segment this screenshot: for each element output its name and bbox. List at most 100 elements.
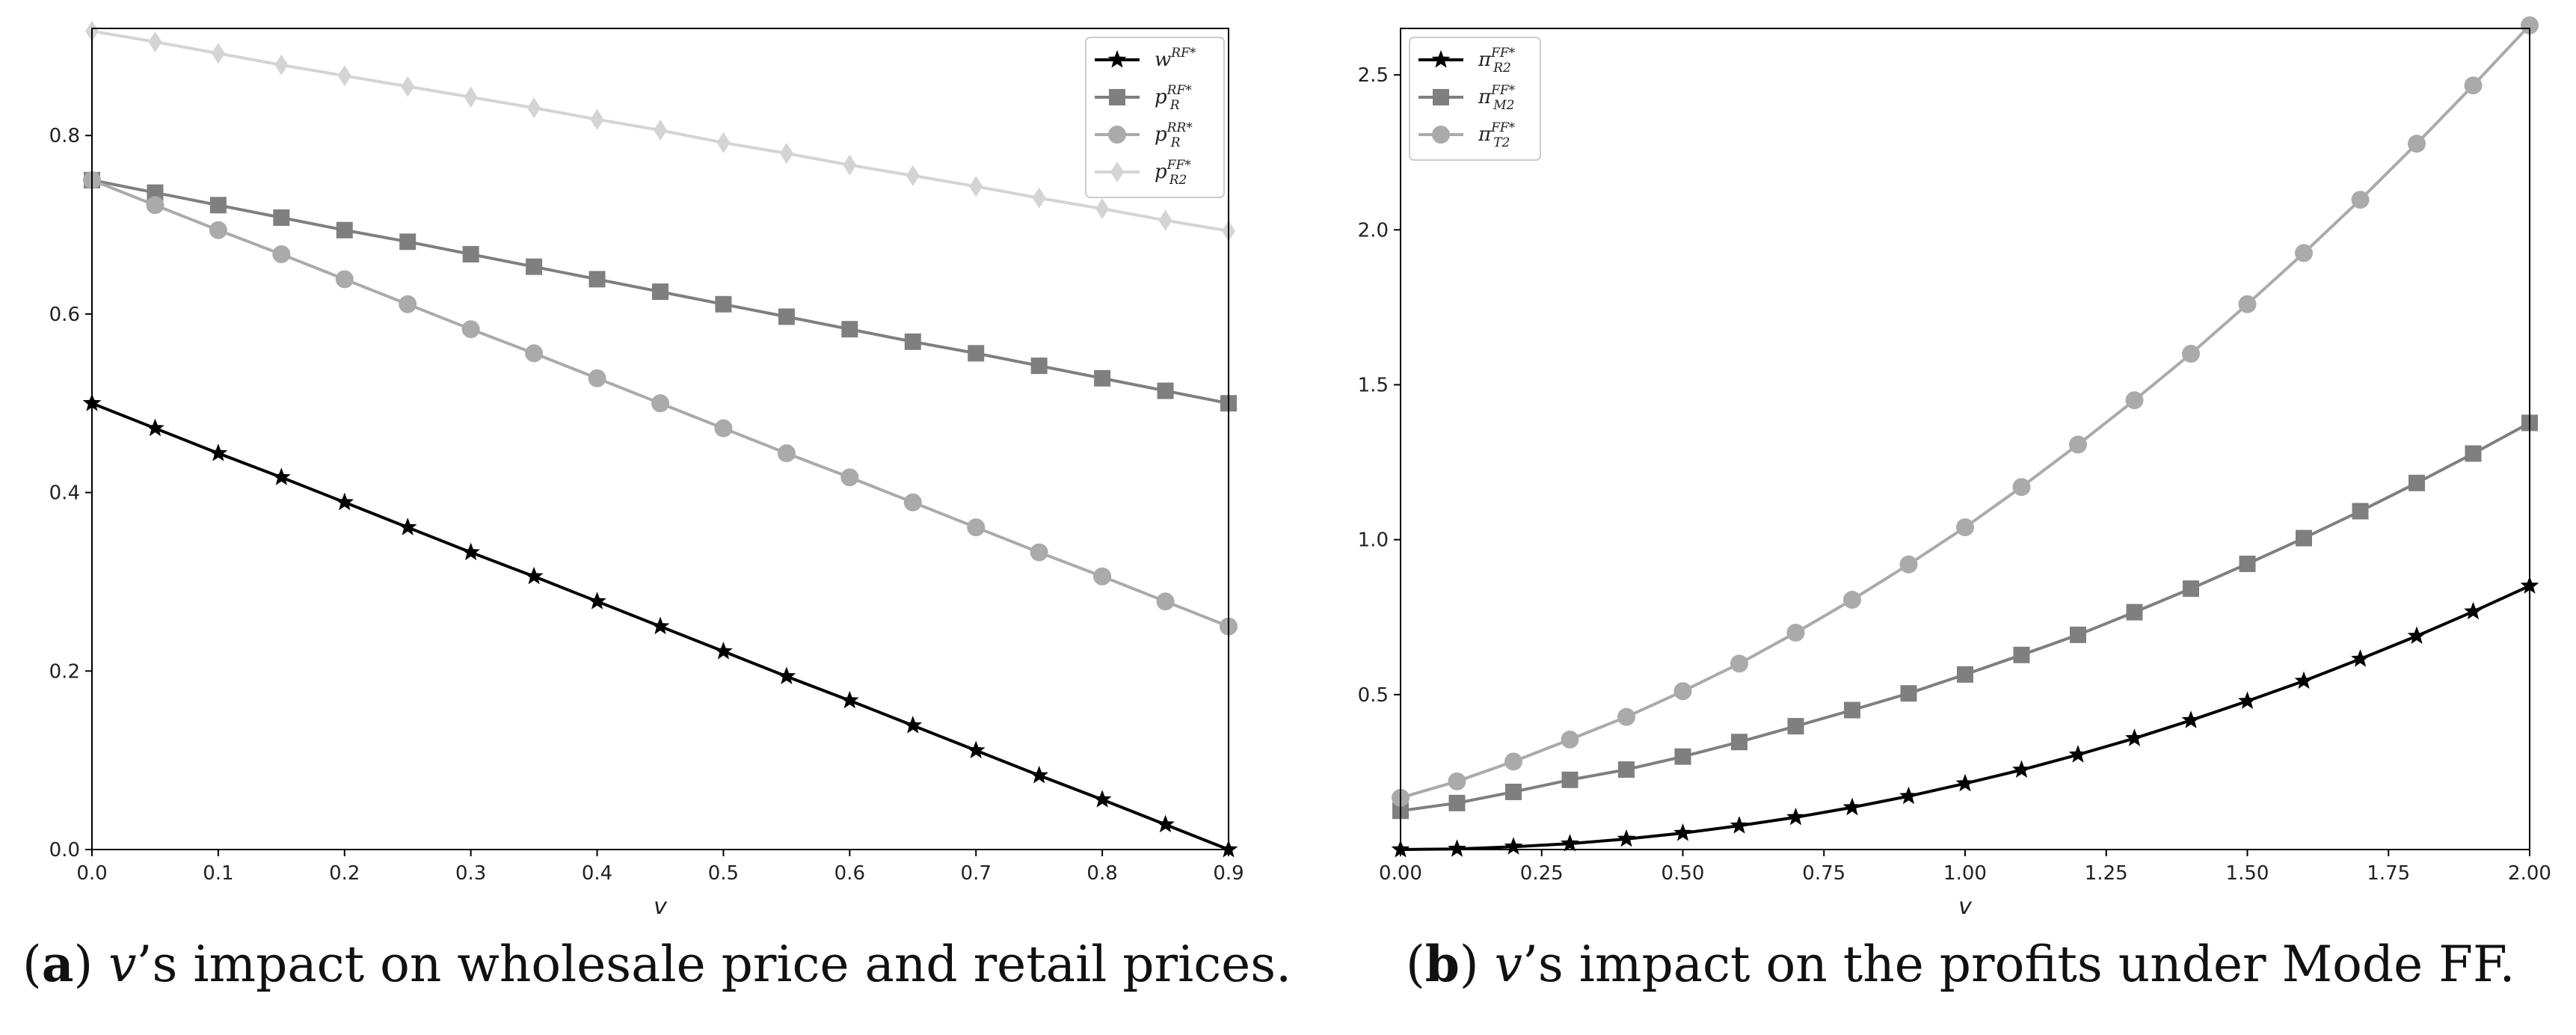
chart-a-series-2-point (967, 518, 986, 537)
chart-a-legend-marker-3 (1110, 162, 1124, 182)
chart-b-legend-marker-2 (1432, 126, 1450, 144)
chart-b-series-1-point (2409, 474, 2425, 491)
chart-b-x-axis-label: v (1958, 894, 1973, 920)
chart-b-series-2-point (2182, 345, 2200, 363)
chart-b-series-1-point (2183, 580, 2199, 598)
chart-b-series-2-point (2521, 16, 2539, 34)
chart-a-series-0-point (777, 666, 796, 684)
chart-b-series-0-point (1617, 829, 1636, 847)
chart-a-series-1-point (462, 245, 479, 262)
chart-b-series-1-point (2296, 529, 2312, 547)
chart-b-series-0-point (1786, 807, 1805, 826)
chart-a-series-3-point (337, 65, 351, 87)
chart-b-series-1-point (1561, 771, 1579, 788)
chart-a-series-1-point (1094, 369, 1111, 387)
chart-b-plot-frame (1400, 28, 2530, 850)
chart-b-series-0-point (2125, 728, 2144, 746)
chart-a-series-0-point (272, 467, 291, 485)
chart-b-series-0-line (1400, 584, 2530, 851)
chart-b-y-tick-label: 0.5 (1358, 684, 1389, 707)
chart-b-series-0-point (1730, 816, 1749, 834)
chart-a-series-1-point (904, 333, 921, 350)
chart-b-series-2-point (1617, 707, 1635, 726)
caption-a-var: v (108, 936, 137, 993)
chart-b-series-1-point (2070, 626, 2086, 643)
chart-b-series-0-point (2238, 691, 2257, 709)
chart-a-y-tick-label: 0.6 (49, 304, 80, 326)
chart-b-legend-marker-1 (1433, 89, 1449, 105)
chart-a-series-2-point (903, 493, 922, 512)
chart-b-series-0-point (2294, 671, 2314, 690)
chart-a-series-3-point (654, 120, 667, 141)
caption-a-label: a (41, 935, 74, 993)
chart-a-series-3-point (148, 31, 162, 52)
caption-b-text: ’s impact on the profits under Mode FF. (1522, 936, 2515, 993)
chart-b-series-2-point (2125, 391, 2144, 410)
chart-a-series-2-point (335, 270, 354, 289)
chart-a-y-tick-label: 0.0 (49, 839, 80, 862)
chart-a-series-2-point (1156, 592, 1175, 611)
chart-b-series-1-point (1957, 666, 1973, 683)
chart-a-series-3-point (1158, 209, 1172, 231)
chart-b-series-0-point (2351, 649, 2370, 667)
chart-a-x-tick-label: 0.1 (203, 862, 233, 885)
chart-a-series-2-point (651, 394, 669, 413)
chart-a-plot-frame (91, 28, 1229, 850)
chart-b-series-1-point (2126, 604, 2143, 621)
chart-a-series-3-point (211, 43, 225, 64)
chart-a-series-3-point (464, 86, 478, 108)
chart-a-series-0-point (840, 690, 859, 709)
chart-a-x-axis-label: v (654, 894, 668, 920)
chart-b-y-tick-label: 2.5 (1358, 64, 1389, 87)
chart-b-x-tick-label: 2.00 (2508, 862, 2551, 885)
chart-a-series-3-point (716, 132, 731, 153)
chart-a-series-2-point (272, 245, 291, 263)
chart-b-series-0-point (1955, 773, 1975, 792)
chart-b-series-2-point (1561, 730, 1579, 749)
chart-a-series-0-point (588, 592, 606, 609)
chart-b-y-tick-label: 1.5 (1358, 374, 1389, 396)
chart-a-series-0-point (966, 740, 986, 758)
chart-a-series-1-point (399, 233, 416, 251)
chart-a-series-1-point (147, 184, 164, 201)
chart-a-series-2-point (1030, 543, 1048, 562)
caption-a-text: ’s impact on wholesale price and retail … (136, 936, 1292, 993)
chart-a-legend-box (1085, 37, 1225, 198)
caption-a: (a) v’s impact on wholesale price and re… (22, 935, 1292, 993)
chart-b-legend-label-2: πFF* T2 (1478, 120, 1516, 150)
chart-b-series-2-point (2012, 478, 2031, 497)
chart-a-series-0-point (524, 566, 544, 585)
chart-a: 0.0 0.1 0.2 0.3 0.4 0.5 0.6 0.7 0.8 0.9 0.0 0.2 0.4 0… (49, 20, 1244, 920)
chart-a-series-2-point (714, 419, 733, 437)
chart-b-y-tick-label: 2.0 (1358, 219, 1389, 242)
chart-b-series-2-point (2351, 191, 2370, 209)
chart-b-series-2-point (2295, 244, 2313, 262)
chart-a-series-1-point (715, 295, 732, 313)
chart-a-series-3-point (401, 76, 415, 97)
chart-a-x-tick-label: 0.9 (1213, 862, 1244, 885)
chart-a-series-0-point (903, 716, 923, 734)
chart-a-series-2-point (399, 295, 417, 313)
chart-b-x-tick-label: 0.75 (1802, 862, 1845, 885)
chart-b-series-1-point (2465, 445, 2482, 462)
chart-a-series-0-point (209, 443, 228, 461)
chart-a-series-2-point (1093, 567, 1112, 586)
chart-b-x-tick-label: 0.50 (1662, 862, 1705, 885)
chart-a-series-3-point (274, 54, 289, 76)
chart-a-series-2-point (525, 344, 544, 363)
chart-a-legend-marker-1 (1109, 89, 1125, 105)
chart-a-series-0-point (146, 418, 165, 437)
chart-b-series-2-point (1956, 518, 1974, 537)
chart-b: 0.00 0.25 0.50 0.75 1.00 1.25 1.50 1.75 2.00 0.5 1… (1358, 16, 2551, 920)
chart-a-legend-label-0: wRF* (1155, 46, 1196, 71)
chart-a-series-0-point (398, 518, 417, 535)
chart-a-series-2-point (840, 468, 859, 487)
chart-b-series-0-point (2407, 626, 2426, 644)
chart-b-series-0-point (1504, 837, 1523, 855)
chart-b-x-tick-label: 1.25 (2085, 862, 2128, 885)
chart-a-x-tick-label: 0.5 (708, 862, 739, 885)
chart-a-series-3-point (527, 97, 541, 119)
chart-b-series-1-point (1448, 794, 1466, 811)
chart-b-series-2-point (1673, 682, 1692, 701)
chart-a-series-2-point (588, 369, 606, 387)
